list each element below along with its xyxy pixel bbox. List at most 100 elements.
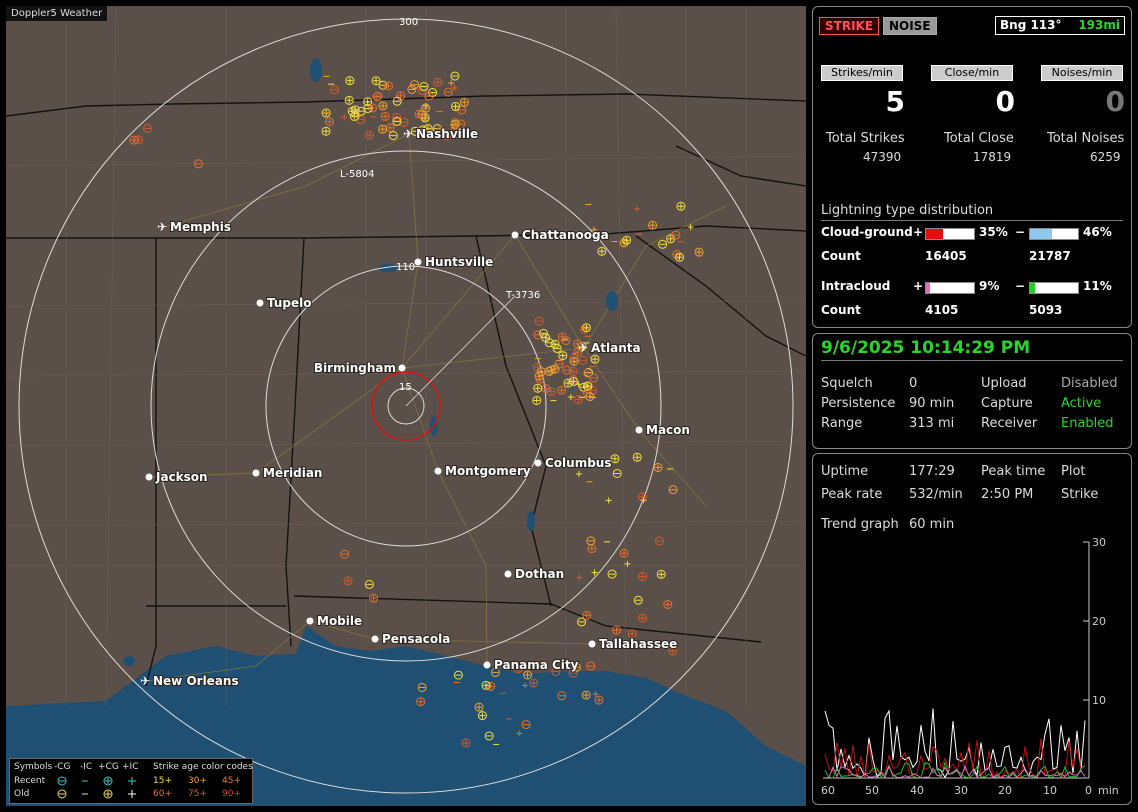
total-strikes-value: 47390 xyxy=(863,150,902,164)
strike-symbol xyxy=(638,613,648,623)
legend-col-neg-cg: -CG xyxy=(54,762,71,772)
city-dot xyxy=(414,258,422,266)
bearing-readout: Bng 113° 193mi xyxy=(995,16,1125,35)
strike-symbol xyxy=(378,124,388,134)
city-name: Atlanta xyxy=(591,341,641,355)
strike-symbol xyxy=(344,95,354,105)
bearing-value: Bng 113° xyxy=(1000,18,1062,32)
squelch-value[interactable]: 0 xyxy=(909,376,918,391)
range-value[interactable]: 313 mi xyxy=(909,416,955,431)
strike-symbol xyxy=(605,497,612,504)
strike-symbol xyxy=(612,468,622,478)
city-tupelo: Tupelo xyxy=(256,295,313,311)
city-mobile: Mobile xyxy=(306,613,363,629)
legend-col-pos-ic: +IC xyxy=(122,762,139,772)
plot-value[interactable]: Strike xyxy=(1061,487,1099,502)
range-rings xyxy=(18,18,794,794)
strike-symbol xyxy=(568,668,578,678)
strike-symbol xyxy=(529,678,539,688)
map-canvas[interactable]: 300 110 15 ✈ Nashville✈ MemphisChattanooga… xyxy=(6,6,806,806)
trend-x-60: 60 xyxy=(821,784,835,797)
strike-symbol xyxy=(392,116,402,126)
strike-symbol xyxy=(417,682,427,692)
strike-symbol xyxy=(451,84,458,91)
persistence-value[interactable]: 90 min xyxy=(909,396,955,411)
total-close-value: 17819 xyxy=(973,150,1012,164)
city-dot xyxy=(511,231,519,239)
strike-symbol xyxy=(534,316,544,326)
strike-symbol xyxy=(424,91,434,101)
trend-panel: Uptime 177:29 Peak time Plot Peak rate 5… xyxy=(812,453,1132,805)
ring-label-15: 15 xyxy=(399,382,412,393)
capture-label: Capture xyxy=(981,396,1033,411)
peak-time-value: 2:50 PM xyxy=(981,487,1034,502)
legend-age-45: 45+ xyxy=(222,776,241,786)
strike-symbol xyxy=(461,738,471,748)
squelch-label: Squelch xyxy=(821,376,873,391)
ring-label-300: 300 xyxy=(399,17,418,28)
city-dot xyxy=(504,570,512,578)
strike-symbol xyxy=(414,109,424,119)
strike-symbol xyxy=(583,368,593,378)
legend-age-30: 30+ xyxy=(188,776,207,786)
strikes-per-min-label: Strikes/min xyxy=(821,65,903,81)
trend-line-2 xyxy=(824,760,1086,779)
trend-graph-value[interactable]: 60 min xyxy=(909,517,955,532)
strike-symbol xyxy=(450,118,460,128)
strike-symbol xyxy=(591,226,598,233)
city-dot xyxy=(434,467,442,475)
strike-symbol xyxy=(453,670,463,680)
trend-x-10: 10 xyxy=(1043,784,1057,797)
strike-symbol xyxy=(513,664,523,674)
receiver-status[interactable]: Enabled xyxy=(1061,416,1114,431)
strike-mode-button[interactable]: STRIKE xyxy=(819,17,880,35)
strike-symbol xyxy=(371,76,381,86)
strike-symbol xyxy=(558,351,568,361)
strike-symbol xyxy=(577,617,587,627)
city-dot xyxy=(252,469,260,477)
city-dot xyxy=(306,617,314,625)
strike-symbol xyxy=(372,92,382,102)
capture-status[interactable]: Active xyxy=(1061,396,1102,411)
strike-symbol xyxy=(364,579,374,589)
bar-ic-pos-fill xyxy=(926,283,931,293)
strike-symbol xyxy=(474,702,484,712)
city-chattanooga: Chattanooga xyxy=(511,227,610,243)
city-meridian: Meridian xyxy=(252,465,323,481)
ic-negative-count: 5093 xyxy=(1029,303,1063,317)
city-name: Columbus xyxy=(545,456,612,470)
noise-mode-button[interactable]: NOISE xyxy=(883,17,937,35)
strike-symbols xyxy=(129,71,704,748)
cg-positive-pct: 35% xyxy=(979,225,1008,239)
strikes-per-min-value: 5 xyxy=(885,85,905,118)
receiver-label: Receiver xyxy=(981,416,1038,431)
strike-symbol xyxy=(442,131,452,141)
city-name: Macon xyxy=(646,423,690,437)
trend-series xyxy=(824,708,1086,780)
lightning-map[interactable]: 300 110 15 ✈ Nashville ✈ Memphis Chattanooga… xyxy=(6,6,806,806)
trend-graph-label: Trend graph xyxy=(821,517,899,532)
trend-line-0 xyxy=(824,708,1086,779)
cg-negative-pct: 46% xyxy=(1083,225,1112,239)
trend-y-10: 10 xyxy=(1092,694,1106,707)
date-time: 9/6/2025 10:14:29 PM xyxy=(821,338,1031,358)
strike-symbol xyxy=(340,549,350,559)
upload-status[interactable]: Disabled xyxy=(1061,376,1118,391)
strike-symbol xyxy=(448,80,455,87)
strike-symbol xyxy=(477,711,487,721)
strike-symbol xyxy=(589,373,599,383)
strike-symbol xyxy=(607,569,617,579)
trend-x-30: 30 xyxy=(954,784,968,797)
trend-y-20: 20 xyxy=(1092,615,1106,628)
cg-negative-bar xyxy=(1029,228,1079,240)
strike-symbol xyxy=(421,103,431,113)
ic-negative-pct: 11% xyxy=(1083,279,1112,293)
strike-stats-panel: STRIKE NOISE Bng 113° 193mi Strikes/min … xyxy=(812,6,1132,328)
city-panama-city: Panama City xyxy=(483,657,580,673)
strike-symbol xyxy=(321,108,331,118)
city-dothan: Dothan xyxy=(504,566,565,582)
strike-symbol xyxy=(550,339,560,349)
bar-cg-pos-fill xyxy=(926,229,943,239)
trend-x-50: 50 xyxy=(865,784,879,797)
total-noises-label: Total Noises xyxy=(1047,131,1125,146)
